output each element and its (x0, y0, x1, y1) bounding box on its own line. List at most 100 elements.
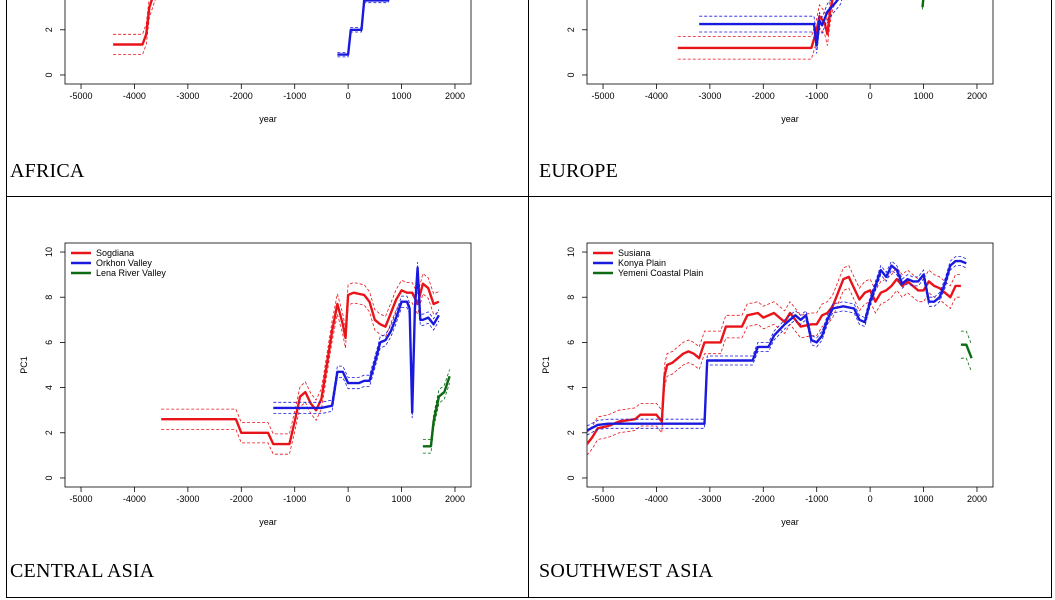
lena-river-valley-upper-bound (422, 369, 450, 440)
x-axis-label: year (781, 114, 799, 124)
series-group (677, 0, 925, 60)
x-tick-label: -3000 (698, 91, 721, 101)
y-axis-label: PC1 (19, 356, 29, 374)
x-tick-label: -3000 (176, 494, 199, 504)
series-0-upper-bound (113, 0, 150, 35)
konya-plain-upper-bound (587, 256, 967, 427)
x-tick-label: 1000 (914, 494, 934, 504)
grid-border-middle (528, 0, 529, 598)
series-0-line (113, 0, 154, 46)
x-tick-label: 1000 (392, 91, 412, 101)
region-title-central-asia: CENTRAL ASIA (10, 560, 155, 582)
chart-central-asia: -5000 -4000 -3000 -2000 -1000 0 1000 2000 year 0 2… (19, 242, 472, 527)
x-tick-label: -3000 (698, 494, 721, 504)
y-tick-label: 6 (566, 340, 576, 345)
x-tick-label: -2000 (752, 494, 775, 504)
y-tick-label: 2 (566, 430, 576, 435)
region-title-southwest-asia: SOUTHWEST ASIA (539, 560, 714, 582)
series-2-line (921, 0, 925, 8)
x-tick-label: -2000 (230, 91, 253, 101)
x-tick-label: -5000 (592, 91, 615, 101)
legend-label: Konya Plain (618, 258, 666, 268)
y-tick-label: 4 (566, 385, 576, 390)
y-tick-label: 2 (566, 27, 576, 32)
x-tick-label: 1000 (914, 91, 934, 101)
region-title-europe: EUROPE (539, 160, 618, 182)
yemeni-coastal-plain-upper-bound (960, 330, 972, 345)
konya-plain-lower-bound (587, 265, 967, 436)
x-tick-label: 0 (868, 494, 873, 504)
chart-africa: -5000 -4000 -3000 -2000 -1000 0 1000 2000 year 0 2… (44, 0, 472, 124)
x-tick-label: -5000 (592, 494, 615, 504)
x-tick-label: 2000 (445, 91, 465, 101)
x-tick-label: -4000 (123, 91, 146, 101)
panel-central-asia: -5000 -4000 -3000 -2000 -1000 0 1000 2000 year 0 2… (0, 197, 528, 598)
series-1-lower-bound (337, 0, 389, 58)
legend-label: Susiana (618, 248, 651, 258)
chart-southwest-asia: -5000 -4000 -3000 -2000 -1000 0 1000 2000 year 0 2… (541, 242, 994, 527)
x-tick-label: -5000 (70, 494, 93, 504)
x-tick-label: 2000 (967, 91, 987, 101)
y-tick-label: 8 (566, 295, 576, 300)
y-tick-label: 2 (44, 430, 54, 435)
yemeni-coastal-plain-line (960, 343, 973, 359)
x-axis-label: year (259, 114, 277, 124)
x-tick-label: 0 (868, 91, 873, 101)
series-0-lower-bound (113, 0, 156, 55)
y-tick-label: 2 (44, 27, 54, 32)
series-group (161, 262, 451, 455)
plot-frame (586, 0, 994, 85)
legend-label: Sogdiana (96, 248, 134, 258)
region-title-africa: AFRICA (10, 160, 85, 182)
lena-river-valley-line (422, 375, 451, 448)
x-tick-label: -1000 (283, 494, 306, 504)
panel-southwest-asia: -5000 -4000 -3000 -2000 -1000 0 1000 2000 year 0 2… (529, 197, 1055, 598)
x-tick-label: -1000 (805, 494, 828, 504)
panel-europe: -5000 -4000 -3000 -2000 -1000 0 1000 2000 year 0 2… (529, 0, 1055, 196)
x-tick-label: 2000 (967, 494, 987, 504)
series-1-line (699, 0, 840, 47)
susiana-upper-bound (587, 265, 961, 434)
plot-frame (586, 242, 994, 488)
grid-border-horizontal (6, 196, 1052, 197)
konya-plain-line (587, 259, 967, 432)
plot-frame (64, 242, 472, 488)
x-tick-label: -3000 (176, 91, 199, 101)
y-tick-label: 10 (566, 247, 576, 257)
y-axis-label: PC1 (541, 356, 551, 374)
legend-label: Yemeni Coastal Plain (618, 268, 703, 278)
yemeni-coastal-plain-lower-bound (960, 357, 972, 372)
x-tick-label: -4000 (645, 494, 668, 504)
y-tick-label: 10 (44, 247, 54, 257)
x-tick-label: 1000 (392, 494, 412, 504)
x-tick-label: -4000 (123, 494, 146, 504)
x-tick-label: -2000 (230, 494, 253, 504)
x-tick-label: 2000 (445, 494, 465, 504)
x-axis-label: year (781, 517, 799, 527)
y-tick-label: 6 (44, 340, 54, 345)
lena-river-valley-lower-bound (422, 382, 450, 454)
y-tick-label: 0 (566, 475, 576, 480)
panel-africa: -5000 -4000 -3000 -2000 -1000 0 1000 2000 year 0 2… (0, 0, 528, 196)
x-tick-label: -2000 (752, 91, 775, 101)
x-tick-label: 0 (346, 494, 351, 504)
orkhon-valley-line (273, 266, 440, 414)
x-tick-label: 0 (346, 91, 351, 101)
series-group (587, 256, 973, 456)
x-tick-label: -4000 (645, 91, 668, 101)
sogdiana-line (161, 282, 440, 446)
x-tick-label: -1000 (805, 91, 828, 101)
legend-label: Orkhon Valley (96, 258, 152, 268)
series-1-line (337, 0, 390, 56)
series-0-line (677, 0, 834, 50)
plot-frame (64, 0, 472, 85)
grid-border-left (6, 0, 7, 598)
y-tick-label: 0 (566, 72, 576, 77)
y-tick-label: 0 (44, 475, 54, 480)
chart-europe: -5000 -4000 -3000 -2000 -1000 0 1000 2000 year 0 2… (566, 0, 994, 124)
y-tick-label: 4 (44, 385, 54, 390)
y-tick-label: 8 (44, 295, 54, 300)
